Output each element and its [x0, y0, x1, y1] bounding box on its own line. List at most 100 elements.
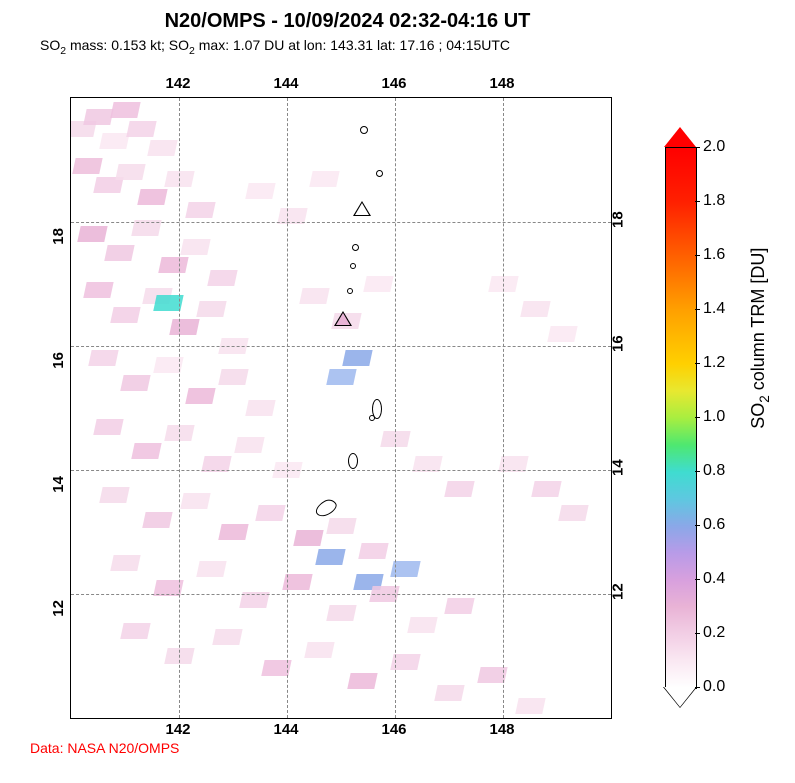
heatmap-pixel	[72, 158, 102, 174]
colorbar-tick-label: 0.4	[703, 570, 725, 588]
heatmap-pixel	[245, 400, 275, 416]
volcano-marker-fill	[355, 203, 369, 215]
heatmap-pixel	[326, 369, 356, 385]
xtick-label: 142	[165, 75, 190, 92]
ytick-label: 12	[610, 583, 627, 600]
colorbar-over-triangle	[664, 127, 696, 147]
heatmap-pixel	[326, 605, 356, 621]
heatmap-pixel	[83, 282, 113, 298]
data-credit: Data: NASA N20/OMPS	[30, 740, 179, 756]
colorbar-tick-label: 0.0	[703, 678, 725, 696]
island-outline	[352, 244, 359, 251]
heatmap-pixel	[407, 617, 437, 633]
heatmap-pixel	[180, 239, 210, 255]
heatmap-pixel	[121, 375, 151, 391]
colorbar-tick-label: 1.6	[703, 246, 725, 264]
heatmap-pixel	[256, 505, 286, 521]
heatmap-pixel	[310, 171, 340, 187]
heatmap-pixel	[126, 121, 156, 137]
heatmap-pixel	[83, 109, 113, 125]
ytick-label: 18	[610, 211, 627, 228]
gridline	[71, 470, 611, 471]
heatmap-pixel	[212, 629, 242, 645]
colorbar-under-triangle	[664, 687, 696, 707]
heatmap-pixel	[315, 549, 345, 565]
ytick-label: 14	[610, 459, 627, 476]
gridline	[503, 98, 504, 718]
colorbar-tickmark	[695, 525, 700, 526]
map-plot-area	[70, 97, 612, 719]
island-outline	[348, 453, 358, 469]
gridline	[179, 98, 180, 718]
heatmap-pixel	[104, 245, 134, 261]
heatmap-pixel	[142, 512, 172, 528]
heatmap-pixel	[234, 437, 264, 453]
colorbar-tickmark	[695, 579, 700, 580]
heatmap-pixel	[121, 623, 151, 639]
ytick-label: 16	[610, 335, 627, 352]
island-outline	[347, 288, 353, 294]
heatmap-pixel	[531, 481, 561, 497]
heatmap-pixel	[77, 226, 107, 242]
xtick-label: 144	[273, 721, 298, 738]
heatmap-pixel	[347, 673, 377, 689]
gridline	[71, 222, 611, 223]
island-outline	[313, 496, 339, 519]
heatmap-pixel	[110, 102, 140, 118]
heatmap-pixel	[293, 530, 323, 546]
colorbar-tick-label: 0.8	[703, 462, 725, 480]
heatmap-pixel	[326, 518, 356, 534]
heatmap-pixel	[218, 524, 248, 540]
colorbar-gradient	[665, 147, 697, 689]
heatmap-pixel	[115, 164, 145, 180]
heatmap-pixel	[358, 543, 388, 559]
heatmap-pixel	[445, 598, 475, 614]
heatmap-pixel	[547, 326, 577, 342]
island-outline	[369, 415, 375, 421]
xtick-label: 146	[381, 721, 406, 738]
heatmap-pixel	[196, 301, 226, 317]
volcano-marker-fill	[336, 313, 350, 325]
heatmap-pixel	[299, 288, 329, 304]
heatmap-pixel	[94, 419, 124, 435]
colorbar-tickmark	[695, 309, 700, 310]
heatmap-pixel	[99, 133, 129, 149]
heatmap-pixel	[364, 276, 394, 292]
ytick-label: 12	[50, 600, 67, 617]
heatmap-pixel	[169, 319, 199, 335]
colorbar-tickmark	[695, 201, 700, 202]
chart-subtitle: SO2 mass: 0.153 kt; SO2 max: 1.07 DU at …	[40, 37, 785, 57]
heatmap-pixel	[520, 301, 550, 317]
xtick-label: 144	[273, 75, 298, 92]
island-outline	[376, 170, 383, 177]
colorbar-tick-label: 2.0	[703, 138, 725, 156]
colorbar-label: SO2 column TRM [DU]	[748, 247, 772, 428]
heatmap-pixel	[245, 183, 275, 199]
heatmap-pixel	[137, 189, 167, 205]
colorbar-tickmark	[695, 147, 700, 148]
xtick-label: 146	[381, 75, 406, 92]
heatmap-pixel	[88, 350, 118, 366]
heatmap-pixel	[131, 443, 161, 459]
heatmap-pixel	[99, 487, 129, 503]
gridline	[395, 98, 396, 718]
heatmap-pixel	[180, 493, 210, 509]
colorbar-tick-label: 0.2	[703, 624, 725, 642]
heatmap-pixel	[515, 698, 545, 714]
heatmap-pixel	[434, 685, 464, 701]
gridline	[71, 346, 611, 347]
colorbar-tickmark	[695, 633, 700, 634]
heatmap-pixel	[110, 307, 140, 323]
island-outline	[360, 126, 368, 134]
colorbar-tick-label: 0.6	[703, 516, 725, 534]
xtick-label: 142	[165, 721, 190, 738]
heatmap-pixel	[110, 555, 140, 571]
heatmap-pixel	[207, 270, 237, 286]
heatmap-pixel	[304, 642, 334, 658]
heatmap-pixel	[445, 481, 475, 497]
colorbar: 0.00.20.40.60.81.01.21.41.61.82.0 SO2 co…	[665, 127, 785, 747]
colorbar-tickmark	[695, 255, 700, 256]
heatmap-pixel	[148, 140, 178, 156]
colorbar-tickmark	[695, 471, 700, 472]
ytick-label: 16	[50, 352, 67, 369]
